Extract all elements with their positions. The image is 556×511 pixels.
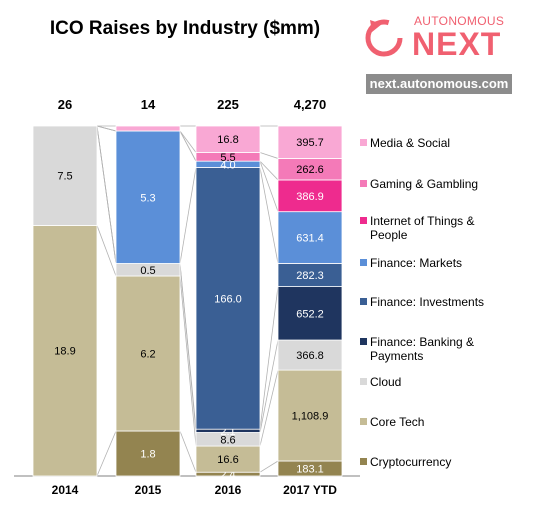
legend-label: Finance: Markets (370, 256, 463, 270)
bar-segment-core-tech-2016 (195, 445, 261, 473)
data-label-core-tech-2017-ytd: 1,108.9 (292, 411, 329, 423)
legend-swatch (360, 338, 367, 345)
bar-segment-media-social-2015 (115, 125, 181, 132)
legend-swatch (360, 418, 367, 425)
legend-item-cloud: Cloud (360, 375, 510, 389)
legend-swatch (360, 217, 367, 224)
connector-line (96, 125, 117, 264)
legend-item-gaming-gambling: Gaming & Gambling (360, 177, 510, 191)
legend-item-cryptocurrency: Cryptocurrency (360, 455, 510, 469)
bar-segment-media-social-2017-ytd (277, 125, 343, 159)
legend-item-finance-banking-payments: Finance: Banking & Payments (360, 335, 510, 363)
data-label-media-social-2016: 16.8 (217, 134, 238, 146)
x-tick-label-2015: 2015 (135, 483, 162, 497)
connector-line (259, 460, 279, 473)
data-label-finance-banking-payments-2017-ytd: 652.2 (296, 308, 324, 320)
autonomous-next-logo: AUTONOMOUS NEXT (362, 6, 512, 66)
bar-segment-cryptocurrency-2015 (115, 430, 181, 477)
data-label-core-tech-2016: 16.6 (217, 454, 238, 466)
connector-line (179, 130, 197, 162)
connector-line (179, 263, 197, 430)
bar-segment-media-social-2016 (195, 125, 261, 153)
data-label-cryptocurrency-2015: 1.8 (140, 449, 155, 461)
bar-segment-cloud-2014 (32, 125, 98, 226)
connector-line (259, 370, 279, 447)
connector-line (96, 125, 117, 132)
legend-label: Core Tech (370, 415, 425, 429)
data-label-finance-investments-2016: 166.0 (214, 293, 242, 305)
data-label-finance-markets-2017-ytd: 631.4 (296, 233, 324, 245)
data-label-core-tech-2015: 6.2 (140, 349, 155, 361)
legend-swatch (360, 378, 367, 385)
legend-swatch (360, 139, 367, 146)
legend-swatch (360, 180, 367, 187)
legend-label: Finance: Banking & Payments (370, 335, 475, 363)
legend-swatch (360, 458, 367, 465)
connector-line (96, 225, 117, 277)
legend-label: Media & Social (370, 136, 451, 150)
data-label-finance-markets-2016: 4.0 (220, 159, 235, 171)
bar-segment-core-tech-2017-ytd (277, 369, 343, 462)
legend-item-media-social: Media & Social (360, 136, 510, 150)
connector-line (259, 286, 279, 430)
legend-swatch (360, 298, 367, 305)
connector-line (179, 430, 197, 473)
logo-main-text: NEXT (412, 26, 502, 62)
bar-total-2015: 14 (141, 97, 156, 112)
legend-label: Gaming & Gambling (370, 177, 479, 191)
legend-label: Finance: Investments (370, 295, 485, 309)
data-label-finance-investments-2017-ytd: 282.3 (296, 270, 324, 282)
connector-line (259, 160, 279, 181)
bar-segment-core-tech-2015 (115, 275, 181, 432)
legend-label: Cryptocurrency (370, 455, 452, 469)
bar-segment-core-tech-2014 (32, 225, 98, 477)
bar-segment-finance-markets-2015 (115, 130, 181, 264)
logo-ring-icon (365, 19, 403, 57)
data-label-cryptocurrency-2017-ytd: 183.1 (296, 463, 324, 475)
connector-line (96, 430, 117, 477)
data-label-cloud-2017-ytd: 366.8 (296, 350, 324, 362)
data-label-cloud-2016: 8.6 (220, 434, 235, 446)
data-label-cloud-2015: 0.5 (140, 265, 155, 277)
x-tick-label-2014: 2014 (52, 483, 79, 497)
connector-line (259, 161, 279, 212)
data-label-finance-markets-2015: 5.3 (140, 192, 155, 204)
legend-item-finance-investments: Finance: Investments (360, 295, 510, 309)
legend-swatch (360, 259, 367, 266)
connector-line (179, 275, 197, 447)
legend-item-core-tech: Core Tech (360, 415, 510, 429)
legend-item-finance-markets: Finance: Markets (360, 256, 510, 270)
bar-total-2014: 26 (58, 97, 72, 112)
connector-line (259, 339, 279, 433)
bar-total-2017-ytd: 4,270 (294, 97, 327, 112)
data-label-media-social-2017-ytd: 395.7 (296, 137, 324, 149)
logo-top-text: AUTONOMOUS (414, 14, 505, 28)
site-url-label: next.autonomous.com (366, 74, 512, 94)
bar-segment-finance-investments-2016 (195, 167, 261, 430)
connector-line (259, 152, 279, 159)
data-label-gaming-gambling-2017-ytd: 262.6 (296, 164, 324, 176)
data-label-cloud-2014: 7.5 (57, 171, 72, 183)
bar-segment-finance-markets-2017-ytd (277, 211, 343, 264)
connector-line (179, 167, 197, 264)
bar-total-2016: 225 (217, 97, 239, 112)
bar-segment-cloud-2017-ytd (277, 339, 343, 371)
x-tick-label-2016: 2016 (215, 483, 242, 497)
bar-segment-finance-banking-payments-2017-ytd (277, 286, 343, 341)
x-tick-label-2017-ytd: 2017 YTD (283, 483, 337, 497)
data-label-core-tech-2014: 18.9 (54, 346, 75, 358)
legend-label: Internet of Things & People (370, 214, 475, 242)
legend-item-internet-of-things-people: Internet of Things & People (360, 214, 510, 242)
connector-line (179, 130, 197, 153)
connector-line (259, 167, 279, 264)
legend-label: Cloud (370, 375, 402, 389)
data-label-gaming-gambling-2016: 5.5 (220, 152, 235, 164)
data-label-internet-of-things-people-2017-ytd: 386.9 (296, 191, 324, 203)
chart-title: ICO Raises by Industry ($mm) (49, 18, 321, 39)
